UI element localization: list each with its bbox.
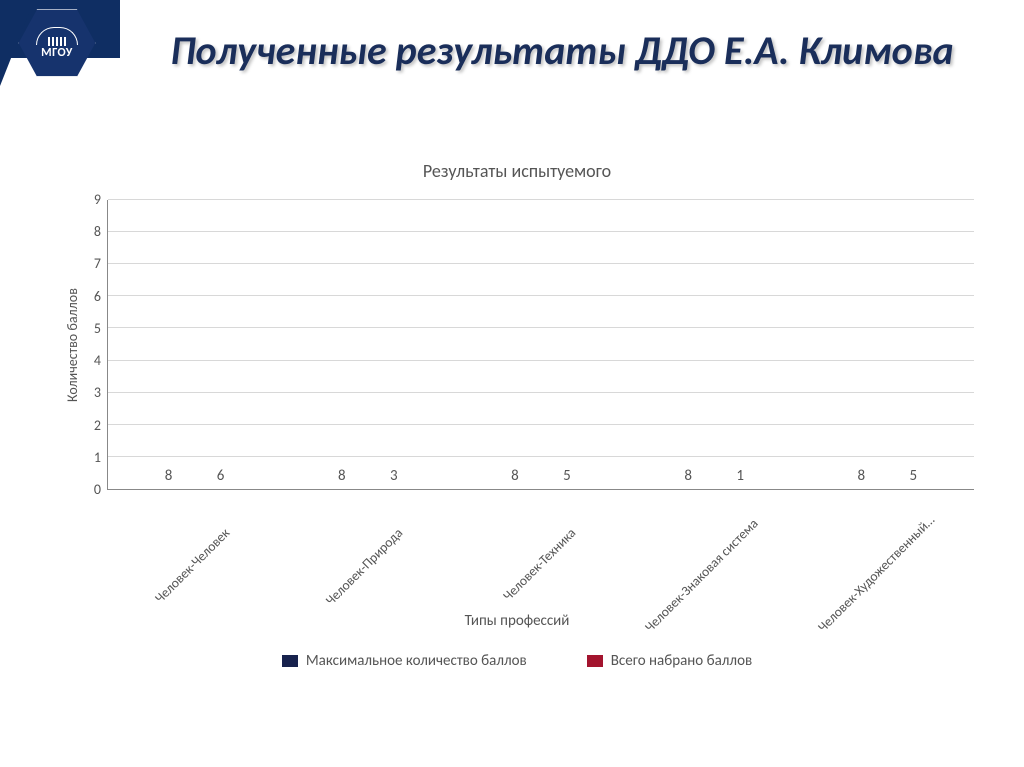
x-tick-label: Человек-Человек — [122, 524, 313, 715]
x-axis-labels: Человек-ЧеловекЧеловек-ПриродаЧеловек-Те… — [108, 490, 974, 620]
bar-value-label: 6 — [197, 467, 245, 485]
y-axis-label: Количество баллов — [60, 200, 85, 490]
bar-value-label: 5 — [889, 467, 937, 485]
logo-building-icon — [36, 27, 78, 45]
bar-value-label: 8 — [837, 467, 885, 485]
x-tick-label: Человек-Техника — [468, 524, 659, 715]
bar-value-label: 8 — [664, 467, 712, 485]
chart-title: Результаты испытуемого — [60, 160, 974, 182]
slide-title: Полученные результаты ДДО Е.А. Климова — [140, 28, 984, 74]
plot-area: 8683858185 — [107, 200, 974, 490]
logo-text: МГОУ — [41, 46, 73, 60]
bar-value-label: 8 — [491, 467, 539, 485]
x-tick-label: Человек-Природа — [295, 524, 486, 715]
bar-value-label: 3 — [370, 467, 418, 485]
legend-swatch-icon — [282, 655, 298, 667]
chart-container: Результаты испытуемого Количество баллов… — [60, 160, 974, 727]
bar-value-label: 8 — [145, 467, 193, 485]
logo-badge: МГОУ — [0, 0, 140, 90]
bar-value-label: 1 — [716, 467, 764, 485]
x-tick-label: Человек-Знаковая система — [641, 524, 832, 715]
bar-value-label: 8 — [318, 467, 366, 485]
y-axis-ticks: 0123456789 — [85, 200, 107, 490]
x-tick-label: Человек-Художественный… — [815, 524, 1006, 715]
bar-value-label: 5 — [543, 467, 591, 485]
